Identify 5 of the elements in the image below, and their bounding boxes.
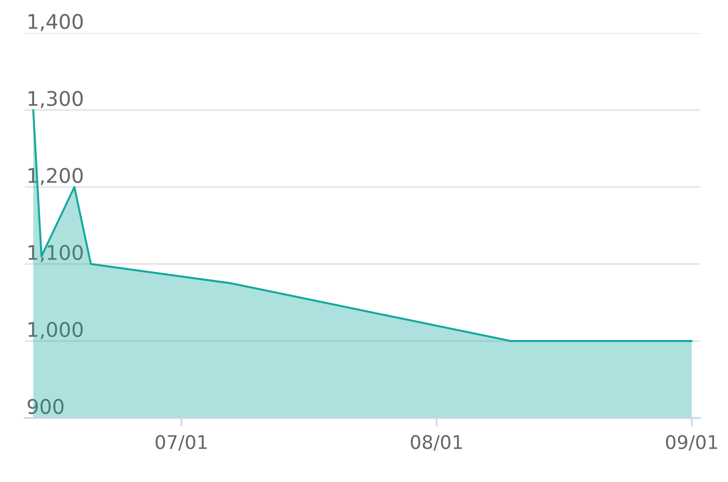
y-tick-label: 1,400	[28, 14, 83, 32]
y-tick-label: 1,300	[28, 90, 83, 108]
x-tick-label: 08/01	[410, 435, 462, 451]
x-tick-label: 09/01	[666, 435, 718, 451]
x-tick-label: 07/01	[156, 435, 207, 451]
